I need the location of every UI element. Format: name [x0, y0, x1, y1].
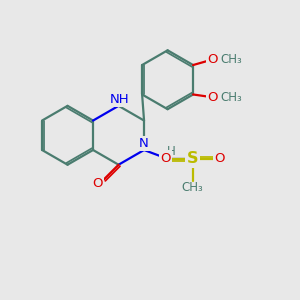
Text: O: O: [207, 52, 217, 66]
Text: NH: NH: [110, 93, 130, 106]
Text: CH₃: CH₃: [220, 91, 242, 104]
Text: O: O: [92, 177, 103, 190]
Text: O: O: [207, 91, 217, 104]
Text: CH₃: CH₃: [220, 52, 242, 66]
Text: H: H: [167, 145, 176, 158]
Text: S: S: [187, 151, 198, 166]
Text: O: O: [160, 152, 171, 165]
Text: O: O: [214, 152, 225, 165]
Text: N: N: [160, 152, 170, 165]
Text: CH₃: CH₃: [182, 181, 203, 194]
Text: N: N: [139, 137, 149, 150]
